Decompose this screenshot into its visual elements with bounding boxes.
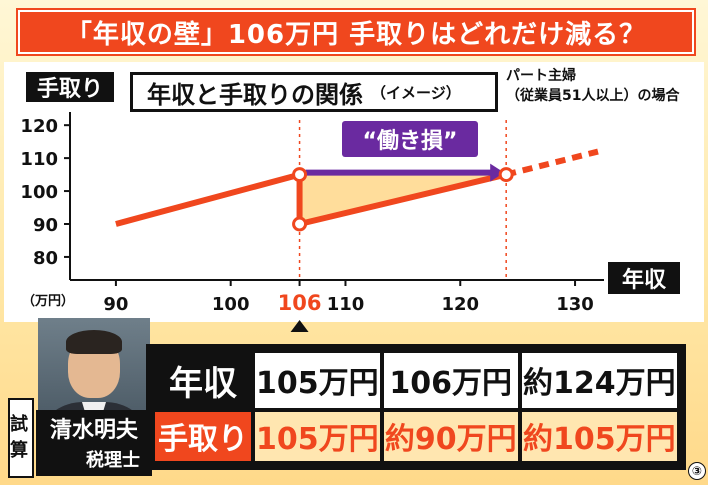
hatarakizon-callout: “働き損” — [342, 121, 478, 157]
case-note: パート主婦 （従業員51人以上）の場合 — [506, 66, 702, 106]
y-tick-label: 90 — [33, 215, 58, 236]
table-row-takehome: 手取り 105万円 約90万円 約105万円 — [155, 411, 677, 461]
takehome-cell: 約90万円 — [383, 411, 518, 461]
series-line — [115, 171, 301, 227]
takehome-cell: 105万円 — [255, 411, 380, 461]
x-axis-tag: 年収 — [608, 262, 680, 294]
estimate-badge: 試算 — [8, 398, 34, 478]
gap-arrow-head — [490, 163, 505, 182]
table-row-income: 年収 105万円 106万円 約124万円 — [155, 353, 677, 408]
y-tick-label: 100 — [20, 182, 58, 203]
highlight-up-arrow — [290, 320, 309, 332]
x-tick-label: 130 — [556, 294, 594, 315]
data-point — [292, 167, 308, 183]
person-name: 清水明夫 — [36, 410, 152, 446]
data-point — [498, 167, 514, 183]
chart-title: 年収と手取りの関係 （イメージ） — [130, 72, 498, 112]
person-title: 税理士 — [36, 446, 152, 476]
y-tick-label: 80 — [33, 248, 58, 269]
y-axis-tag: 手取り — [26, 72, 114, 102]
x-tick-label: 106 — [278, 291, 322, 315]
row-label-income: 年収 — [155, 353, 251, 408]
headline-banner: 「年収の壁」106万円 手取りはどれだけ減る？ — [18, 10, 694, 54]
data-point — [292, 216, 308, 232]
case-note-line2: （従業員51人以上）の場合 — [506, 88, 680, 104]
y-tick-label: 110 — [20, 149, 58, 170]
row-label-takehome: 手取り — [155, 411, 251, 461]
income-cell: 約124万円 — [521, 353, 677, 408]
x-tick-label: 110 — [327, 294, 365, 315]
income-cell: 106万円 — [383, 353, 518, 408]
chart-subtitle: （イメージ） — [371, 83, 461, 102]
takehome-cell: 約105万円 — [521, 411, 677, 461]
comparison-table: 年収 105万円 106万円 約124万円 手取り 105万円 約90万円 約1… — [146, 344, 686, 470]
chart-title-text: 年収と手取りの関係 — [147, 80, 363, 109]
x-tick-label: 120 — [441, 294, 479, 315]
y-tick-label: 120 — [20, 116, 58, 137]
photo-hair — [66, 330, 122, 354]
x-tick-label: 90 — [103, 294, 128, 315]
unit-label: （万円） — [22, 294, 75, 309]
x-tick-label: 100 — [212, 294, 250, 315]
case-note-line1: パート主婦 — [506, 68, 576, 84]
series-line — [505, 148, 599, 178]
page-number-badge: ③ — [688, 462, 706, 480]
income-cell: 105万円 — [255, 353, 380, 408]
series-line — [298, 171, 507, 227]
